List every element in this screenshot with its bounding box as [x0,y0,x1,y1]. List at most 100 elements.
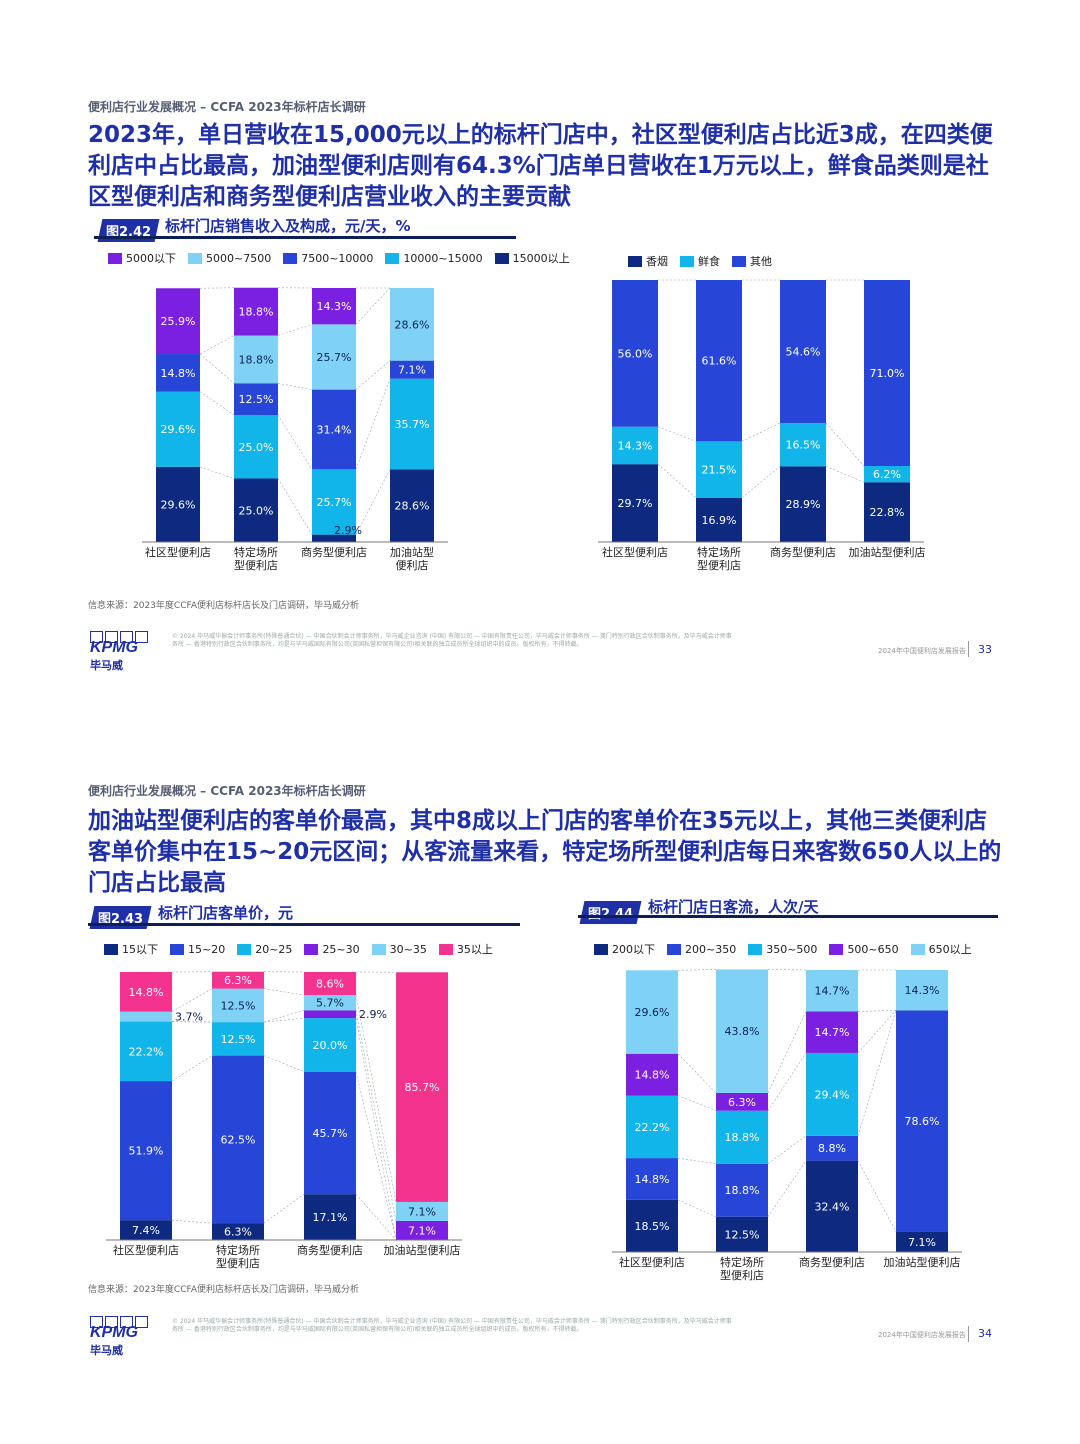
bar-segment [312,469,356,535]
bar-segment [212,1223,264,1240]
data-label: 5.7% [316,997,344,1010]
kpmg-logo: KPMG 毕马威 [90,1316,148,1358]
data-label: 35.7% [395,418,430,431]
bar-segment [626,1158,678,1200]
category-revenue-chart: 29.7% 14.3% 56.0% 社区型便利店 16.9% 21.5% 61.6% 特定场所… [598,279,926,572]
data-label: 14.8% [129,986,164,999]
category-label: 型便利店 [234,558,278,572]
bar-segment [304,972,356,996]
chart-legend: 200以下 200~350 350~500 500~650 650以上 [594,941,972,957]
connector-line [677,1157,717,1165]
connector-line [657,426,697,442]
data-label: 43.8% [725,1025,760,1038]
bar-segment [806,1135,858,1161]
legend-label: 其他 [750,255,772,268]
connector-line [355,1193,397,1241]
category-label: 加油站型便利店 [384,1243,461,1257]
data-label: 54.6% [786,346,821,359]
legend-label: 25~30 [322,942,360,956]
category-label: 商务型便利店 [297,1243,363,1257]
connector-line [199,353,235,384]
data-label: 17.1% [313,1211,348,1224]
connector-line [171,1055,213,1082]
data-label: 29.6% [161,423,196,436]
legend-item: 鲜食 [680,253,720,269]
data-label: 31.4% [317,423,352,436]
legend-item: 650以上 [910,941,972,957]
legend-swatch [829,943,844,955]
legend-label: 5000以下 [126,252,176,265]
data-label: 25.0% [239,504,274,517]
bar-segment [716,1216,768,1252]
connector-line [199,466,235,479]
legend-item: 350~500 [748,943,817,956]
data-label: 29.7% [618,497,653,510]
data-label: 16.5% [786,439,821,452]
connector-line [199,287,235,289]
data-label: 18.8% [725,1184,760,1197]
connector-line [263,1017,305,1023]
figure-title: 标杆门店日客流，人次/天 [648,898,819,916]
data-label: 85.7% [405,1081,440,1094]
legend-item: 30~35 [371,942,427,956]
data-label: 6.3% [224,1226,252,1239]
bar-segment [626,1095,678,1159]
bar-segment [806,1160,858,1252]
bar-segment [864,482,910,542]
footer-report-name: 2024年中国便利店发展报告 [878,1331,966,1339]
bar-segment [626,970,678,1054]
category-label: 加油站型便利店 [884,1255,961,1269]
bar-segment [212,1055,264,1224]
source-note: 信息来源：2023年度CCFA便利店标杆店长及门店调研，毕马威分析 [88,601,359,611]
legend-swatch [108,252,122,264]
connector-line [355,994,397,1203]
category-label: 社区型便利店 [145,545,211,559]
figure-title: 标杆门店销售收入及构成，元/天，% [165,217,411,235]
bar-segment [396,972,448,1202]
legend-label: 香烟 [646,255,668,268]
connector-line [825,466,865,483]
legend-item: 25~30 [304,942,360,956]
data-label: 14.3% [905,984,940,997]
bar-segment [212,971,264,989]
category-label: 商务型便利店 [799,1255,865,1269]
daily-traffic-chart: 18.5% 14.8% 22.2% 14.8% 29.6% 社区型便利店 12.5% 18.8… [612,969,962,1282]
bar-segment [390,288,434,361]
data-label: 25.7% [317,496,352,509]
bar-segment [626,1199,678,1252]
data-label: 7.1% [408,1224,436,1237]
legend-swatch [748,943,763,955]
bar-segment [120,1021,172,1082]
data-label: 7.1% [398,364,426,377]
legend-swatch [237,943,252,955]
data-label: 2.9% [359,1008,387,1021]
figure-title: 标杆门店客单价，元 [158,904,294,922]
legend-swatch [910,943,925,955]
connector-line [171,1219,213,1224]
data-label: 28.9% [786,498,821,511]
legend-label: 鲜食 [698,255,720,268]
bar-segment [780,466,826,542]
bar-segment [212,1022,264,1056]
bar-segment [312,288,356,325]
category-label: 型便利店 [697,558,741,572]
bar-segment [120,1220,172,1240]
connector-line [857,1010,897,1136]
legend-label: 200以下 [612,943,655,956]
bar-segment [312,389,356,470]
legend-item: 7500~10000 [283,252,373,265]
chart-legend: 香烟 鲜食 其他 [628,253,772,269]
connector-line [171,988,213,1012]
bar-segment [234,287,278,336]
connector-line [355,360,391,390]
legend-label: 30~35 [389,942,427,956]
connector-line [767,1011,807,1094]
ticket-price-chart: 7.4% 51.9% 22.2% 3.7% 14.8% 社区型便利店 6.3% 62.5% 12… [106,971,462,1270]
data-label: 16.9% [702,514,737,527]
bar-segment [120,1081,172,1221]
source-note: 信息来源：2023年度CCFA便利店标杆店长及门店调研，毕马威分析 [88,1285,359,1295]
connector-line [355,1010,397,1222]
bar-segment [234,383,278,415]
data-label: 6.2% [873,468,901,481]
legend-swatch [494,252,509,264]
